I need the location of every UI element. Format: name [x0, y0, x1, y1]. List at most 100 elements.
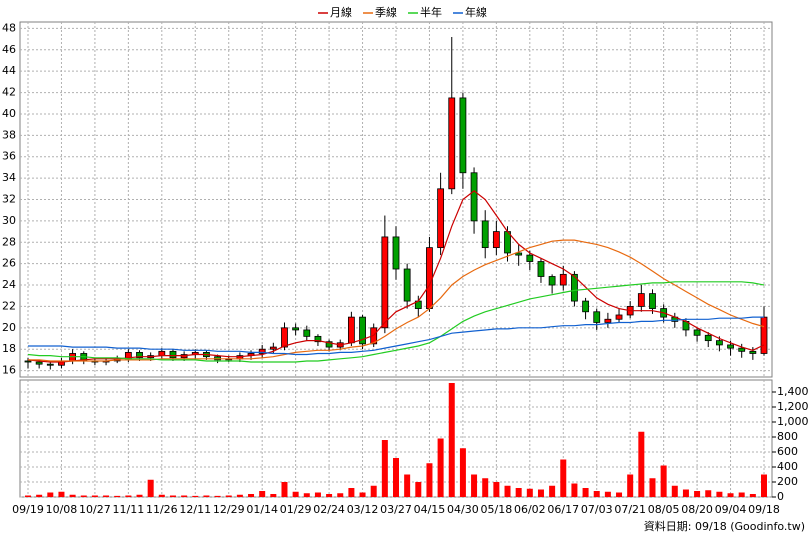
volume-bar — [571, 483, 578, 497]
x-tick-label: 04/30 — [447, 503, 479, 516]
volume-bar — [169, 495, 176, 497]
candle-body — [381, 236, 389, 329]
candle-body — [760, 316, 768, 354]
volume-bar — [103, 495, 110, 497]
x-tick-label: 12/29 — [213, 503, 245, 516]
legend-label: 季線 — [375, 5, 397, 19]
volume-bar — [214, 495, 221, 497]
candle-body — [515, 252, 523, 256]
volume-bar — [125, 495, 132, 497]
candle-body — [292, 327, 300, 331]
x-tick-label: 01/14 — [246, 503, 278, 516]
volume-bar — [404, 474, 411, 497]
candle-body — [537, 261, 545, 277]
volume-bar — [437, 438, 444, 497]
candle-body — [615, 314, 623, 320]
candle-body — [738, 347, 746, 352]
volume-bar — [80, 495, 87, 497]
x-tick-label: 08/20 — [681, 503, 713, 516]
y-tick-label: 400 — [777, 460, 798, 473]
volume-bar — [225, 495, 232, 497]
x-tick-label: 06/02 — [514, 503, 546, 516]
legend-label: 月線 — [330, 5, 352, 19]
candle-body — [704, 334, 712, 342]
volume-bar — [749, 494, 756, 497]
volume-bar — [716, 491, 723, 497]
marks — [24, 36, 768, 497]
x-tick-label: 11/11 — [113, 503, 145, 516]
y-tick-label: 30 — [2, 214, 16, 227]
volume-bar — [582, 488, 589, 497]
y-tick-label: 40 — [2, 107, 16, 120]
volume-bar — [337, 493, 344, 497]
volume-bar — [593, 491, 600, 497]
x-tick-label: 02/24 — [313, 503, 345, 516]
volume-bar — [58, 491, 65, 497]
volume-bar — [415, 482, 422, 497]
y-tick-label: 20 — [2, 321, 16, 334]
y-tick-label: 26 — [2, 257, 16, 270]
candle-body — [571, 273, 578, 302]
candle-body — [269, 346, 277, 350]
volume-bar — [181, 495, 188, 497]
x-tick-label: 09/18 — [748, 503, 780, 516]
y-tick-label: 1,200 — [777, 400, 808, 413]
volume-bar — [248, 494, 255, 497]
volume-bar — [482, 478, 489, 497]
volume-bar — [627, 474, 634, 497]
volume-bar — [671, 485, 678, 497]
y-tick-label: 1,400 — [777, 385, 808, 398]
volume-bar — [560, 459, 567, 497]
y-tick-label: 1,000 — [777, 415, 808, 428]
volume-bar — [549, 485, 556, 497]
x-tick-label: 10/08 — [46, 503, 78, 516]
y-tick-label: 16 — [2, 364, 16, 377]
volume-bar — [381, 440, 388, 497]
volume-bar — [314, 492, 321, 497]
candle-body — [158, 350, 166, 357]
y-tick-label: 48 — [2, 21, 16, 34]
candle-body — [637, 293, 645, 307]
volume-bar — [649, 478, 656, 497]
y-tick-label: 24 — [2, 278, 16, 291]
y-tick-label: 42 — [2, 86, 16, 99]
volume-bar — [694, 491, 701, 497]
ma-line — [27, 281, 765, 363]
volume-bar — [705, 490, 712, 497]
x-tick-label: 04/15 — [414, 503, 446, 516]
x-tick-label: 09/19 — [12, 503, 44, 516]
x-tick-label: 07/21 — [614, 503, 646, 516]
volume-bar — [370, 485, 377, 497]
volume-bar — [526, 488, 533, 497]
volume-bar — [738, 492, 745, 497]
volume-bar — [158, 494, 165, 497]
volume-bar — [114, 495, 121, 497]
volume-bar — [727, 493, 734, 497]
candle-body — [426, 247, 433, 309]
volume-bar — [236, 494, 243, 497]
source: 資料日期: 09/18 (Goodinfo.tw) — [644, 519, 805, 533]
volume-bar — [616, 492, 623, 497]
volume-bar — [493, 482, 500, 497]
candle-body — [727, 344, 734, 349]
x-tick-label: 03/27 — [380, 503, 412, 516]
volume-bar — [292, 491, 299, 497]
candle-body — [470, 172, 478, 222]
candle-body — [35, 361, 43, 365]
candle-body — [593, 311, 601, 323]
volume-bar — [348, 488, 355, 497]
candle-body — [169, 350, 177, 359]
candle-body — [749, 350, 757, 354]
candle-body — [258, 348, 266, 354]
volume-bar — [69, 494, 76, 497]
candle-body — [548, 276, 556, 286]
candle-body — [136, 352, 143, 359]
ma-line — [28, 316, 764, 356]
volume-bar — [47, 492, 54, 497]
x-tick-label: 07/03 — [581, 503, 613, 516]
candle-body — [347, 316, 355, 344]
y-tick-label: 800 — [777, 430, 798, 443]
x-tick-label: 05/18 — [481, 503, 513, 516]
candle-body — [492, 231, 500, 249]
